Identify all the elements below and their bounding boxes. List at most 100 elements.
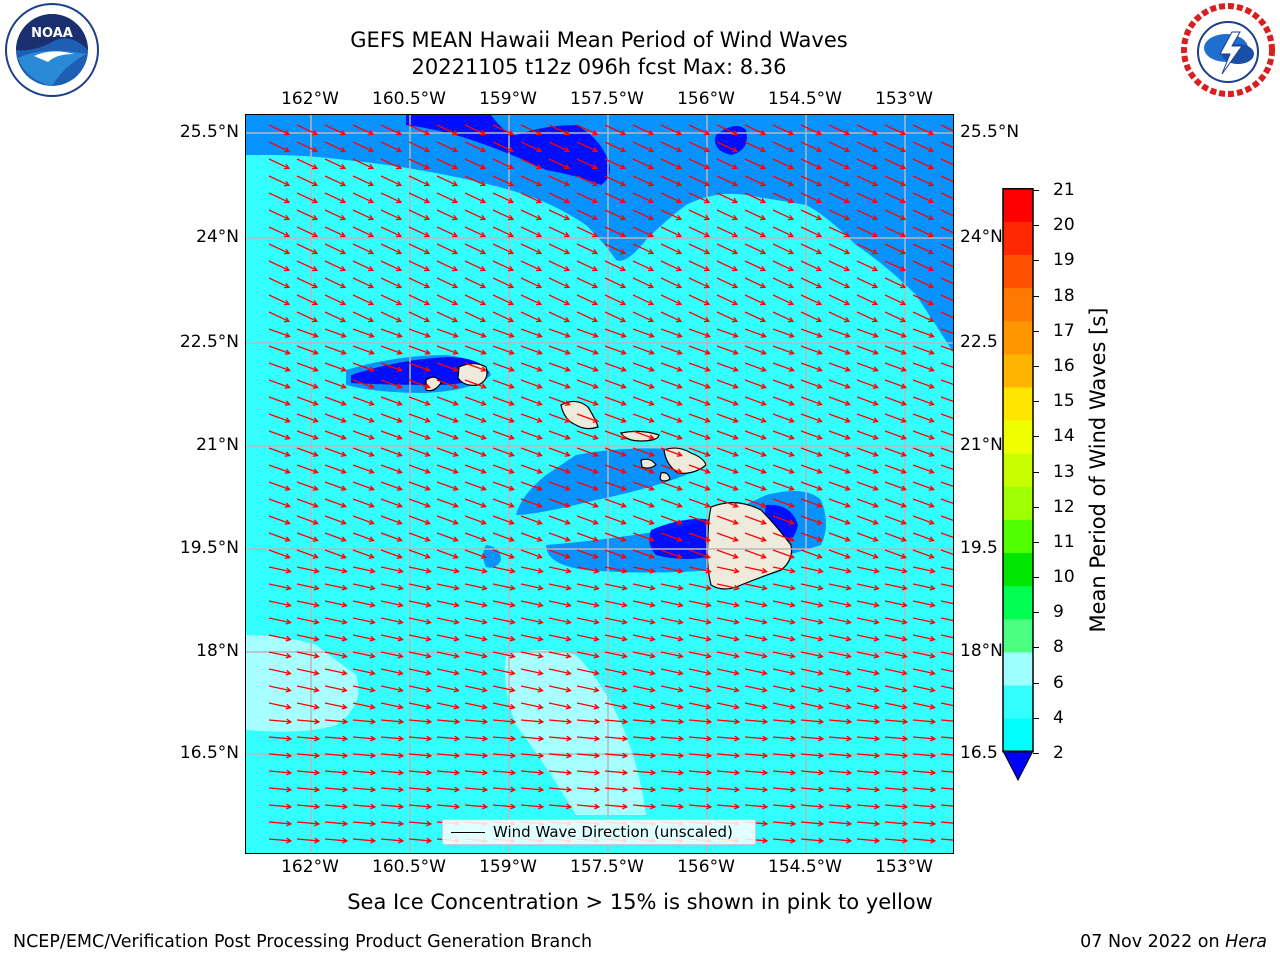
- arrow-head: [874, 769, 881, 776]
- arrow-head: [818, 786, 825, 793]
- arrow-shaft: [296, 719, 319, 723]
- arrow-shaft: [520, 209, 542, 220]
- arrow-head: [927, 146, 935, 153]
- arrow-shaft: [632, 209, 654, 220]
- arrow-head: [397, 567, 404, 574]
- arrow-head: [510, 786, 517, 793]
- arrow-shaft: [800, 634, 823, 641]
- arrow-shaft: [772, 413, 794, 423]
- arrow-shaft: [352, 464, 374, 474]
- arrow-head: [424, 519, 431, 525]
- arrow-head: [759, 316, 767, 323]
- arrow-head: [705, 686, 712, 693]
- arrow-head: [536, 349, 543, 355]
- arrow-head: [312, 553, 319, 559]
- arrow-head: [342, 718, 349, 725]
- arrow-head: [761, 618, 768, 625]
- colorbar-cell: [1003, 188, 1033, 223]
- arrow-shaft: [324, 379, 346, 389]
- arrow-head: [283, 180, 291, 187]
- arrow-head: [900, 434, 907, 440]
- arrow-head: [340, 536, 347, 542]
- arrow-shaft: [660, 294, 682, 305]
- arrow-shaft: [856, 719, 879, 723]
- colorbar-tick-label: 6: [1053, 672, 1064, 693]
- arrow-head: [929, 652, 936, 659]
- arrow-shaft: [268, 617, 291, 624]
- arrow-shaft: [828, 464, 850, 474]
- arrow-head: [592, 519, 599, 525]
- arrow-shaft: [940, 838, 953, 841]
- arrow-shaft: [408, 447, 430, 457]
- arrow-shaft: [660, 260, 682, 271]
- arrow-shaft: [464, 294, 486, 305]
- arrow-shaft: [492, 124, 514, 135]
- arrow-head: [622, 735, 629, 742]
- arrow-head: [647, 129, 655, 136]
- arrow-head: [930, 803, 937, 810]
- arrow-head: [872, 468, 879, 474]
- arrow-shaft: [772, 634, 795, 641]
- arrow-shaft: [940, 804, 953, 807]
- arrow-head: [818, 837, 825, 844]
- arrow-head: [788, 332, 795, 338]
- arrow-shaft: [576, 311, 598, 322]
- arrow-head: [818, 752, 825, 759]
- arrow-head: [929, 567, 936, 574]
- arrow-head: [675, 197, 683, 204]
- arrow-shaft: [380, 328, 402, 338]
- arrow-head: [790, 769, 797, 776]
- arrow-shaft: [716, 668, 739, 675]
- arrow-shaft: [856, 583, 879, 590]
- arrow-head: [537, 635, 544, 642]
- arrow-shaft: [772, 481, 794, 491]
- arrow-shaft: [492, 430, 514, 440]
- arrow-shaft: [772, 226, 794, 237]
- arrow-shaft: [744, 447, 766, 457]
- arrow-head: [705, 584, 712, 591]
- arrow-head: [591, 248, 599, 255]
- arrow-head: [620, 434, 627, 440]
- arrow-head: [479, 231, 487, 238]
- arrow-head: [311, 214, 319, 221]
- arrow-head: [843, 197, 851, 204]
- arrow-shaft: [744, 396, 766, 406]
- arrow-head: [283, 282, 291, 289]
- arrow-shaft: [604, 260, 626, 271]
- arrow-head: [761, 567, 768, 574]
- arrow-shaft: [436, 226, 458, 237]
- arrow-shaft: [464, 787, 487, 791]
- arrow-shaft: [660, 430, 682, 440]
- arrow-shaft: [744, 787, 767, 791]
- arrow-shaft: [884, 226, 906, 237]
- arrow-shaft: [604, 277, 626, 288]
- arrow-shaft: [744, 345, 766, 355]
- arrow-shaft: [296, 787, 319, 791]
- arrow-shaft: [296, 192, 318, 203]
- arrow-shaft: [296, 141, 318, 152]
- colorbar-cell: [1003, 685, 1033, 720]
- arrow-shaft: [884, 566, 907, 573]
- arrow-head: [704, 468, 711, 474]
- arrow-head: [312, 468, 319, 474]
- arrow-head: [676, 451, 683, 457]
- arrow-shaft: [520, 532, 542, 542]
- arrow-shaft: [464, 141, 486, 152]
- arrow-head: [872, 366, 879, 372]
- arrow-head: [620, 383, 627, 389]
- arrow-shaft: [436, 753, 459, 757]
- arrow-shaft: [688, 447, 710, 457]
- arrow-shaft: [744, 651, 767, 658]
- arrow-shaft: [296, 124, 318, 135]
- arrow-head: [817, 703, 824, 710]
- colorbar-tick-mark: [1033, 506, 1039, 508]
- arrow-head: [703, 248, 711, 255]
- arrow-shaft: [632, 226, 654, 237]
- arrow-head: [704, 536, 711, 542]
- arrow-shaft: [828, 668, 851, 675]
- arrow-shaft: [660, 600, 683, 607]
- arrow-head: [508, 349, 515, 355]
- arrow-head: [283, 129, 291, 136]
- arrow-head: [928, 400, 935, 406]
- arrow-head: [648, 502, 655, 508]
